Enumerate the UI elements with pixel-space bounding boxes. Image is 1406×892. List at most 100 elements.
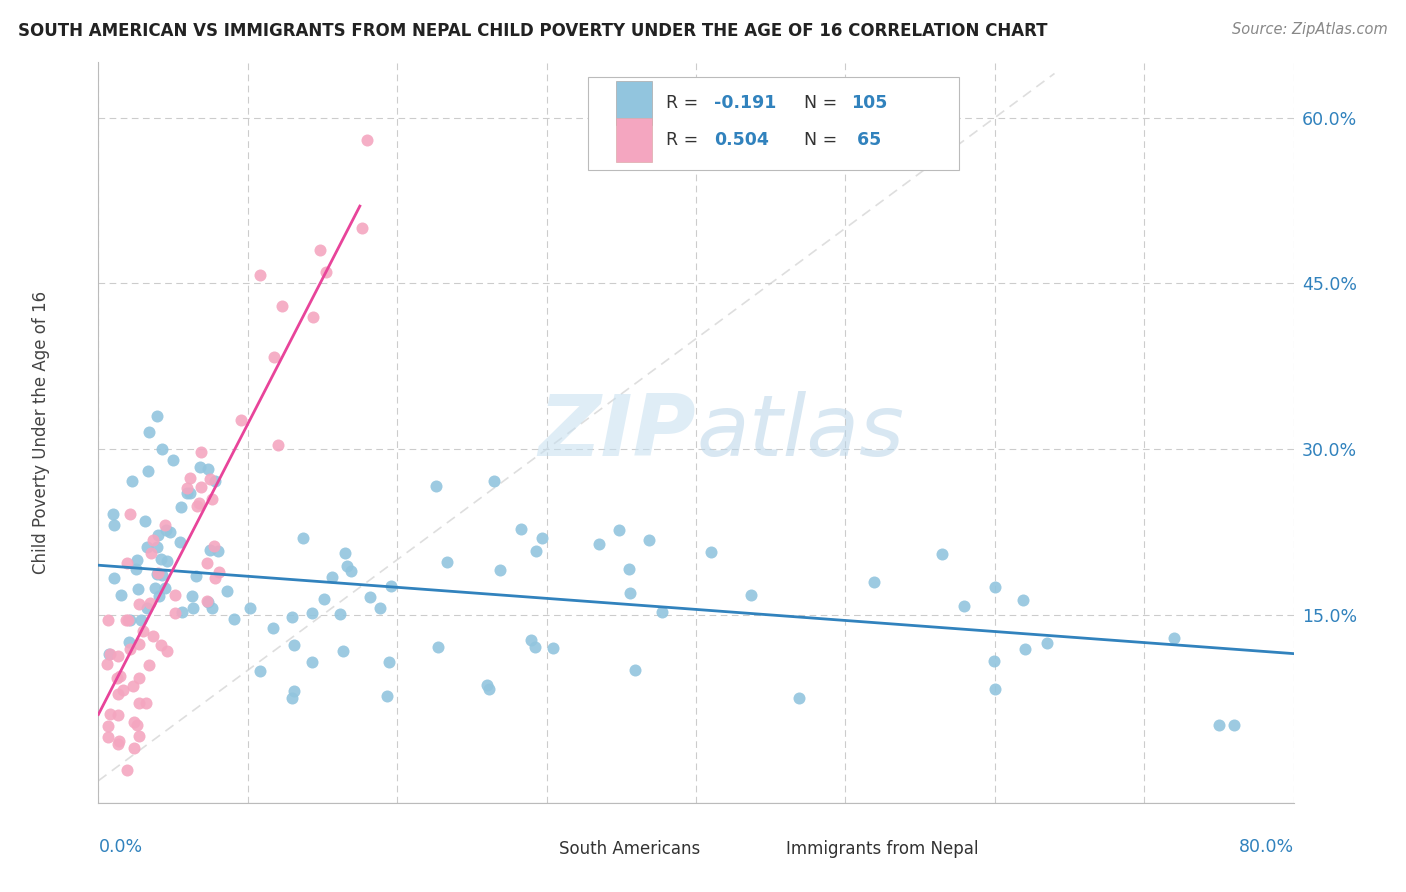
Text: Source: ZipAtlas.com: Source: ZipAtlas.com [1232,22,1388,37]
FancyBboxPatch shape [523,838,551,861]
Point [267,438,290,452]
Point [97,730,120,744]
Point [931,547,953,561]
Point [107,687,129,701]
Point [229,413,252,427]
Point [207,544,229,558]
Point [122,714,145,729]
Point [202,539,225,553]
Point [150,567,173,582]
Point [617,562,640,576]
Point [107,738,129,752]
Point [179,471,201,485]
Point [188,459,211,474]
Text: 105: 105 [852,95,887,112]
Point [176,481,198,495]
Point [162,453,184,467]
Point [127,582,149,596]
Point [314,592,336,607]
Point [356,133,378,147]
Point [148,528,170,542]
Point [489,563,512,577]
Text: R =: R = [666,131,704,149]
Point [201,492,224,507]
Point [121,474,143,488]
Text: Child Poverty Under the Age of 16: Child Poverty Under the Age of 16 [32,291,51,574]
FancyBboxPatch shape [749,838,779,861]
Point [478,681,501,696]
Point [150,638,173,652]
Point [98,647,121,661]
Point [523,640,546,655]
Point [271,299,294,313]
Point [155,523,177,537]
Point [145,567,167,582]
Point [308,243,330,257]
Point [263,350,285,364]
FancyBboxPatch shape [616,118,652,162]
Point [108,669,131,683]
Point [333,546,356,560]
Text: ZIP: ZIP [538,391,696,475]
Point [187,496,209,510]
Point [224,611,246,625]
Point [111,683,134,698]
Point [380,579,402,593]
Point [128,697,150,711]
Point [740,588,762,602]
Text: SOUTH AMERICAN VS IMMIGRANTS FROM NEPAL CHILD POVERTY UNDER THE AGE OF 16 CORREL: SOUTH AMERICAN VS IMMIGRANTS FROM NEPAL … [18,22,1047,40]
Point [607,524,630,538]
Point [97,613,120,627]
Point [170,605,193,619]
Point [96,657,118,671]
Point [150,442,173,457]
Point [1012,592,1035,607]
Point [283,638,305,652]
Point [208,565,231,579]
Point [156,554,179,568]
Point [201,601,224,615]
Point [181,589,204,603]
Text: 65: 65 [852,131,882,149]
Point [427,640,450,654]
Point [315,265,337,279]
Point [146,566,169,580]
Point [97,647,120,661]
Point [195,594,218,608]
Point [1035,636,1057,650]
Point [186,499,208,513]
Point [138,596,160,610]
Text: South Americans: South Americans [558,840,700,858]
Point [336,559,359,574]
Point [637,533,659,547]
Point [1014,642,1036,657]
Point [128,597,150,611]
Point [115,763,138,777]
Point [1163,631,1185,645]
Point [108,734,131,748]
Point [117,613,139,627]
Point [159,524,181,539]
Point [197,595,219,609]
Point [135,601,157,615]
Point [281,610,304,624]
Point [291,531,314,545]
Point [138,425,160,439]
Point [134,514,156,528]
Point [198,472,221,486]
Point [97,719,120,733]
Point [217,584,239,599]
Point [135,696,157,710]
Point [142,629,165,643]
Point [543,641,565,656]
Text: R =: R = [666,95,704,112]
Point [127,718,149,732]
Point [301,310,323,324]
Point [619,586,641,600]
Point [128,730,150,744]
Point [281,691,304,706]
Point [128,637,150,651]
Point [787,690,810,705]
Point [436,555,458,569]
Point [1208,718,1230,732]
